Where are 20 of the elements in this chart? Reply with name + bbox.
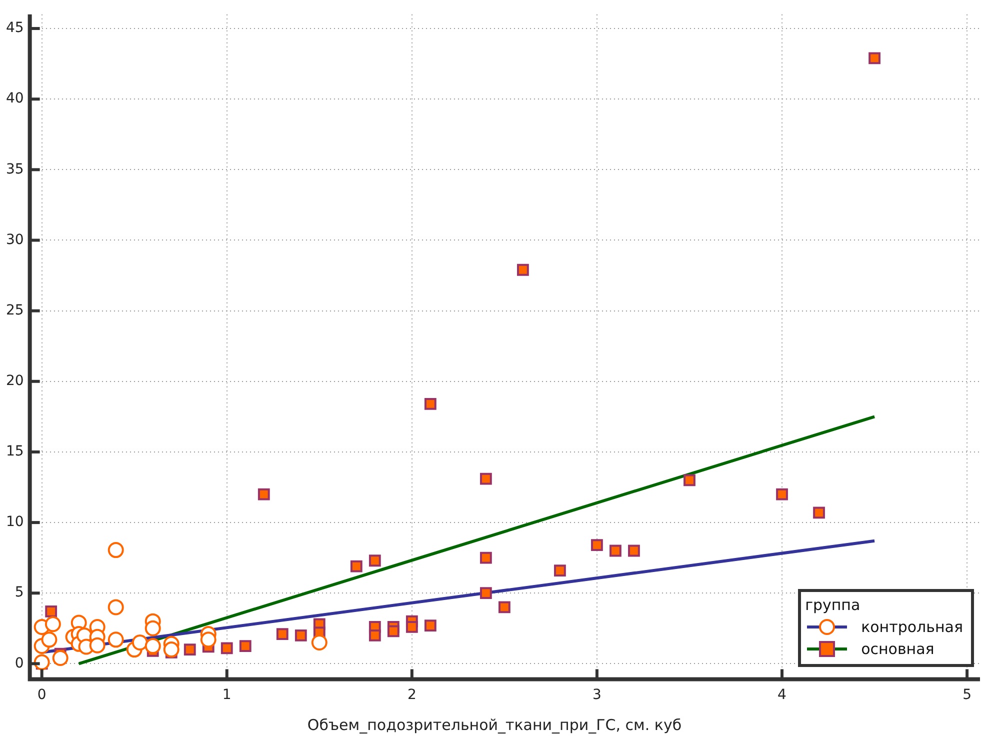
y-tick-label: 20 (6, 373, 24, 390)
y-tick-label: 40 (6, 90, 24, 107)
legend-title: группа (805, 596, 862, 614)
y-tick-label: 45 (6, 20, 24, 36)
x-tick-label: 1 (222, 687, 232, 704)
legend-label: контрольная (861, 618, 963, 636)
y-tick-label: 35 (6, 161, 24, 178)
x-tick-label: 3 (592, 687, 602, 704)
y-tick-label: 30 (6, 232, 24, 248)
x-tick-label: 5 (962, 687, 972, 704)
y-tick-label: 15 (6, 444, 24, 460)
y-tick-label: 0 (14, 655, 24, 672)
x-tick-label: 2 (407, 687, 416, 704)
x-axis-title: Объем_подозрительной_ткани_при_ГС, см. куб (306, 716, 683, 734)
x-tick-label: 4 (778, 687, 787, 704)
y-tick-label: 10 (6, 514, 24, 530)
x-tick-label: 0 (37, 687, 46, 704)
y-tick-label: 5 (14, 584, 24, 601)
legend-label: основная (861, 640, 934, 658)
y-tick-label: 25 (6, 302, 24, 318)
